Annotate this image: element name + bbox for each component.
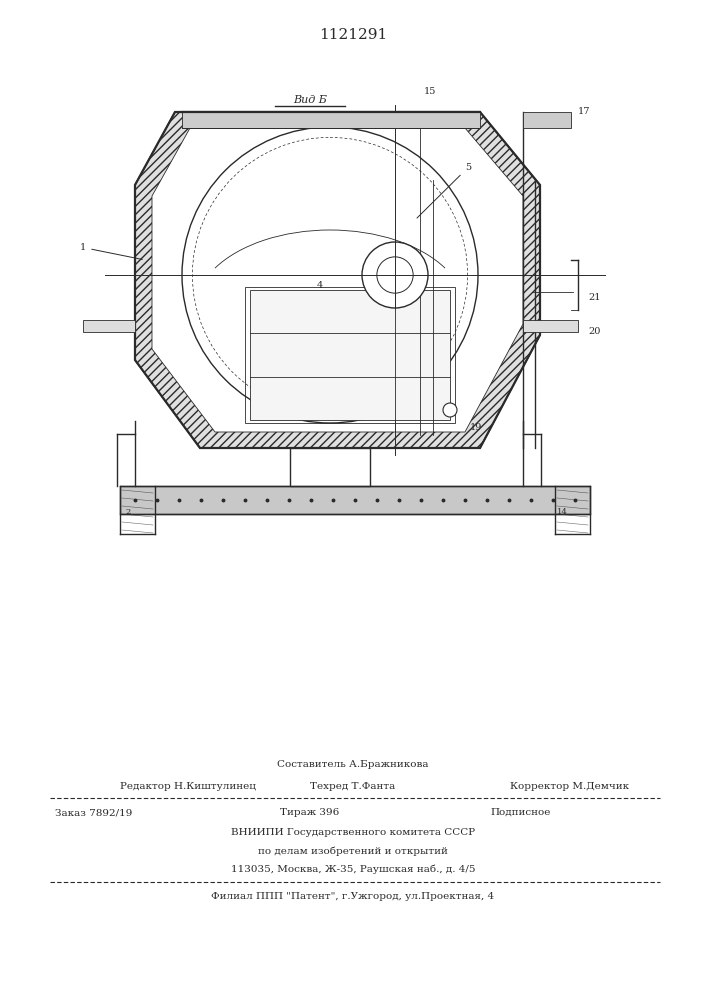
- Bar: [83, 320, 135, 332]
- Text: 14: 14: [557, 508, 568, 516]
- Circle shape: [362, 242, 428, 308]
- Bar: [523, 320, 578, 332]
- Bar: [290, 448, 370, 486]
- Polygon shape: [135, 112, 540, 448]
- Text: Вид Б: Вид Б: [293, 95, 327, 105]
- Text: Редактор Н.Киштулинец: Редактор Н.Киштулинец: [120, 782, 256, 791]
- Text: по делам изобретений и открытий: по делам изобретений и открытий: [258, 846, 448, 856]
- Text: 2: 2: [125, 508, 130, 516]
- Text: 17: 17: [578, 107, 590, 116]
- Polygon shape: [152, 128, 523, 432]
- Text: Подписное: Подписное: [490, 808, 550, 817]
- Text: Фиг. 4: Фиг. 4: [292, 465, 328, 475]
- Bar: [120, 486, 590, 514]
- Text: 5: 5: [417, 163, 471, 218]
- Text: 1121291: 1121291: [319, 28, 387, 42]
- Text: 19: 19: [470, 423, 482, 432]
- Text: Техред Т.Фанта: Техред Т.Фанта: [310, 782, 395, 791]
- Text: 1: 1: [80, 243, 142, 259]
- Text: Составитель А.Бражникова: Составитель А.Бражникова: [277, 760, 428, 769]
- Text: Заказ 7892/19: Заказ 7892/19: [55, 808, 132, 817]
- Text: Тираж 396: Тираж 396: [280, 808, 339, 817]
- Bar: [182, 112, 480, 128]
- Text: 15: 15: [423, 87, 436, 96]
- Bar: [250, 290, 450, 420]
- Text: 4: 4: [317, 280, 323, 290]
- Bar: [523, 112, 571, 128]
- Text: 113035, Москва, Ж-35, Раушская наб., д. 4/5: 113035, Москва, Ж-35, Раушская наб., д. …: [230, 864, 475, 874]
- Bar: [245, 287, 455, 423]
- Text: Филиал ППП "Патент", г.Ужгород, ул.Проектная, 4: Филиал ППП "Патент", г.Ужгород, ул.Проек…: [211, 892, 495, 901]
- Text: 21: 21: [588, 294, 600, 302]
- Text: Корректор М.Демчик: Корректор М.Демчик: [510, 782, 629, 791]
- Circle shape: [443, 403, 457, 417]
- Text: ВНИИПИ Государственного комитета СССР: ВНИИПИ Государственного комитета СССР: [231, 828, 475, 837]
- Text: 20: 20: [588, 328, 600, 336]
